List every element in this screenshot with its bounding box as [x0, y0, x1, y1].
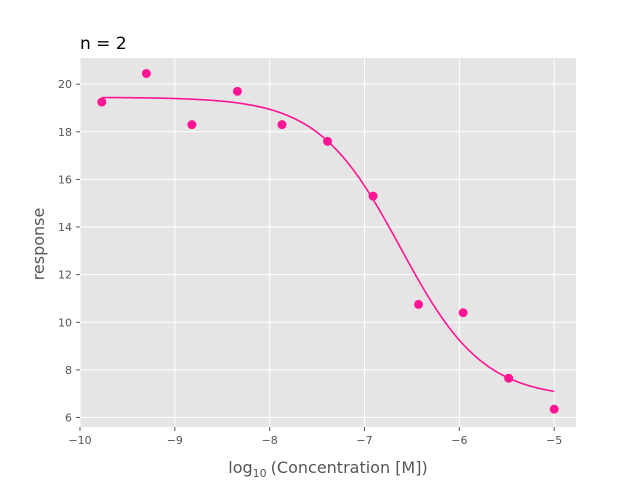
x-tick-label: −7 — [356, 434, 372, 447]
y-tick-label: 10 — [58, 316, 72, 329]
data-point — [414, 299, 424, 309]
data-point — [549, 404, 559, 414]
x-tick-label: −8 — [262, 434, 278, 447]
x-tick-label: −5 — [546, 434, 562, 447]
x-axis-label-subscript: 10 — [253, 467, 267, 480]
x-tick-label: −6 — [451, 434, 467, 447]
x-axis-label-base: log — [228, 458, 252, 477]
data-point — [368, 191, 378, 201]
y-tick-label: 20 — [58, 78, 72, 91]
chart-title: n = 2 — [80, 34, 127, 54]
y-tick-label: 12 — [58, 269, 72, 282]
x-axis-ticks: −10 −9 −8 −7 −6 −5 — [68, 427, 562, 447]
data-point — [232, 86, 242, 96]
y-axis-ticks: 6 8 10 12 14 16 18 20 — [58, 78, 80, 424]
data-point — [504, 373, 514, 383]
y-tick-label: 16 — [58, 173, 72, 186]
x-tick-label: −9 — [167, 434, 183, 447]
plot-area — [80, 58, 576, 427]
y-tick-label: 6 — [65, 411, 72, 424]
x-tick-label: −10 — [68, 434, 91, 447]
y-tick-label: 14 — [58, 221, 72, 234]
x-axis-label-rest: (Concentration [M]) — [271, 458, 428, 477]
data-point — [97, 97, 107, 107]
data-point — [141, 68, 151, 78]
data-point — [277, 120, 287, 130]
y-tick-label: 8 — [65, 364, 72, 377]
x-axis-label: log10 (Concentration [M]) — [228, 458, 427, 480]
data-point — [323, 136, 333, 146]
data-point — [187, 120, 197, 130]
grid-lines — [79, 58, 576, 427]
y-axis-label: response — [29, 208, 48, 281]
data-points — [97, 68, 559, 414]
y-tick-label: 18 — [58, 126, 72, 139]
data-point — [458, 308, 468, 318]
